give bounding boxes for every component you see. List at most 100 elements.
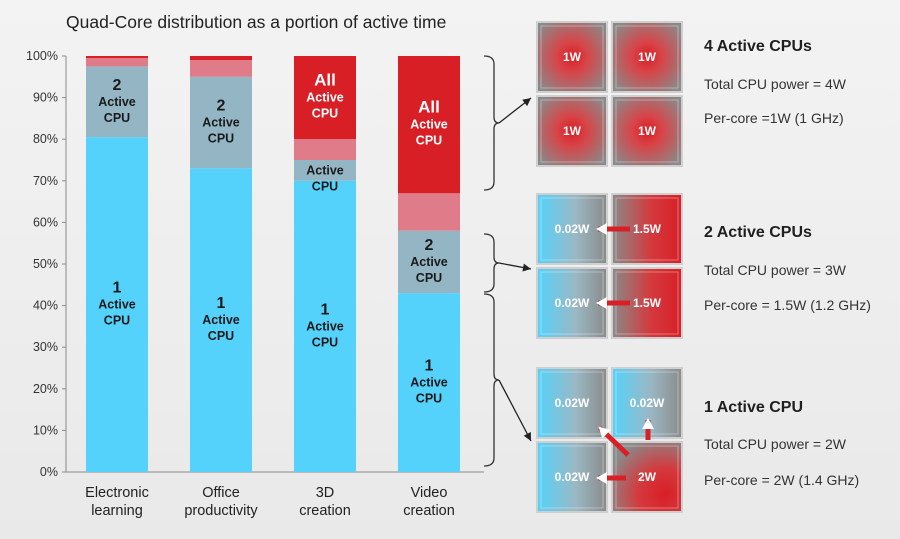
core-tile-bevel (615, 99, 679, 163)
x-tick-label: Office (202, 485, 240, 501)
segment-label: Active (202, 116, 240, 130)
core-power-label: 0.02W (555, 470, 590, 484)
segment-label: All (418, 98, 440, 117)
segment-label: Active (98, 298, 136, 312)
brace-two-active-arrowhead (522, 263, 531, 272)
segment-label: CPU (104, 314, 130, 328)
y-tick-label: 50% (33, 257, 58, 271)
y-tick-label: 20% (33, 382, 58, 396)
bar-segment (190, 60, 252, 77)
segment-label: All (314, 71, 336, 90)
bar-segment (398, 293, 460, 472)
bar-segment (398, 230, 460, 294)
bar-segment (86, 66, 148, 138)
panel-1-per-core: Per-core =1W (1 GHz) (704, 110, 844, 126)
core-power-label: 1.5W (633, 296, 662, 310)
core-tile-bevel (615, 25, 679, 89)
y-tick-label: 90% (33, 91, 58, 105)
segment-label: Active (410, 376, 448, 390)
bar-segment (398, 56, 460, 194)
core-tile (611, 21, 683, 93)
bar-segment (86, 58, 148, 67)
segment-label: 1 (321, 301, 330, 318)
core-tile-bevel (540, 25, 604, 89)
bar-segment (294, 160, 356, 181)
segment-label: CPU (416, 392, 442, 406)
segment-label: CPU (104, 111, 130, 125)
bar-segment (294, 139, 356, 160)
heat-arrow-head (596, 472, 607, 484)
bar-segment (86, 137, 148, 472)
core-power-label: 2W (638, 470, 657, 484)
bar-segment (86, 56, 148, 59)
bar-segment (294, 180, 356, 473)
core-tile (536, 193, 608, 265)
brace-all-active (483, 55, 500, 191)
core-tile (611, 95, 683, 167)
bar-segment (190, 168, 252, 472)
segment-label: 2 (425, 237, 434, 254)
y-tick-label: 0% (40, 465, 58, 479)
core-power-label: 1W (638, 124, 657, 138)
y-tick-label: 10% (33, 423, 58, 437)
segment-label: CPU (312, 179, 338, 193)
x-tick-label: learning (91, 503, 143, 519)
bar-segment (190, 76, 252, 169)
core-tile (536, 441, 608, 513)
core-power-label: 0.02W (555, 396, 590, 410)
bar-segment (398, 193, 460, 231)
bars-layer: 1ActiveCPU2ActiveCPU1ActiveCPU2ActiveCPU… (86, 56, 460, 473)
segment-label: Active (306, 91, 344, 105)
panel-3-per-core: Per-core = 2W (1.4 GHz) (704, 472, 860, 488)
brace-one-active-arrow (498, 379, 532, 442)
core-tile-bevel (540, 99, 604, 163)
segment-label: 1 (425, 358, 434, 375)
heat-arrow-head (596, 297, 607, 309)
y-tick-label: 100% (26, 49, 58, 63)
braces-layer (483, 55, 532, 467)
x-tick-label: Electronic (85, 485, 149, 501)
core-tile (536, 95, 608, 167)
heat-arrow-head (596, 223, 607, 235)
chart-title: Quad-Core distribution as a portion of a… (66, 12, 447, 32)
heat-arrow-head (598, 426, 611, 439)
segment-label: CPU (416, 271, 442, 285)
y-tick-label: 40% (33, 299, 58, 313)
segment-label: CPU (416, 134, 442, 148)
core-tile-bevel (540, 371, 604, 435)
y-tick-label: 80% (33, 132, 58, 146)
core-power-label: 1W (563, 124, 582, 138)
panel-3-title: 1 Active CPU (704, 399, 803, 416)
y-tick-label: 70% (33, 174, 58, 188)
core-tile (536, 21, 608, 93)
segment-label: Active (202, 313, 240, 327)
x-tick-label: creation (299, 503, 351, 519)
segment-label: 2 (217, 98, 226, 115)
segment-label: CPU (208, 329, 234, 343)
x-tick-label: Video (411, 485, 448, 501)
segment-label: 1 (113, 280, 122, 297)
segment-label: Active (98, 95, 136, 109)
segment-label: CPU (208, 132, 234, 146)
core-power-label: 1.5W (633, 222, 662, 236)
y-tick-label: 60% (33, 215, 58, 229)
segment-label: Active (306, 163, 344, 177)
core-power-label: 1W (638, 50, 657, 64)
segment-label: Active (410, 118, 448, 132)
bar-segment (294, 56, 356, 140)
panel-2-total-power: Total CPU power = 3W (704, 262, 846, 278)
bar-segment (190, 56, 252, 61)
segment-label: 1 (217, 295, 226, 312)
segment-label: Active (410, 255, 448, 269)
core-tile (536, 367, 608, 439)
panel-1-total-power: Total CPU power = 4W (704, 76, 846, 92)
heat-arrow-head (642, 418, 654, 429)
segment-label: CPU (312, 107, 338, 121)
panel-1-title: 4 Active CPUs (704, 38, 812, 55)
brace-one-active (483, 293, 500, 467)
brace-all-active-arrowhead (522, 98, 531, 107)
core-power-label: 0.02W (630, 396, 665, 410)
brace-two-active (483, 233, 500, 293)
axis-layer: 0% 10% 20% 30% 40% 50% 60% 70% 80% 90% 100% Electro… (26, 49, 484, 519)
